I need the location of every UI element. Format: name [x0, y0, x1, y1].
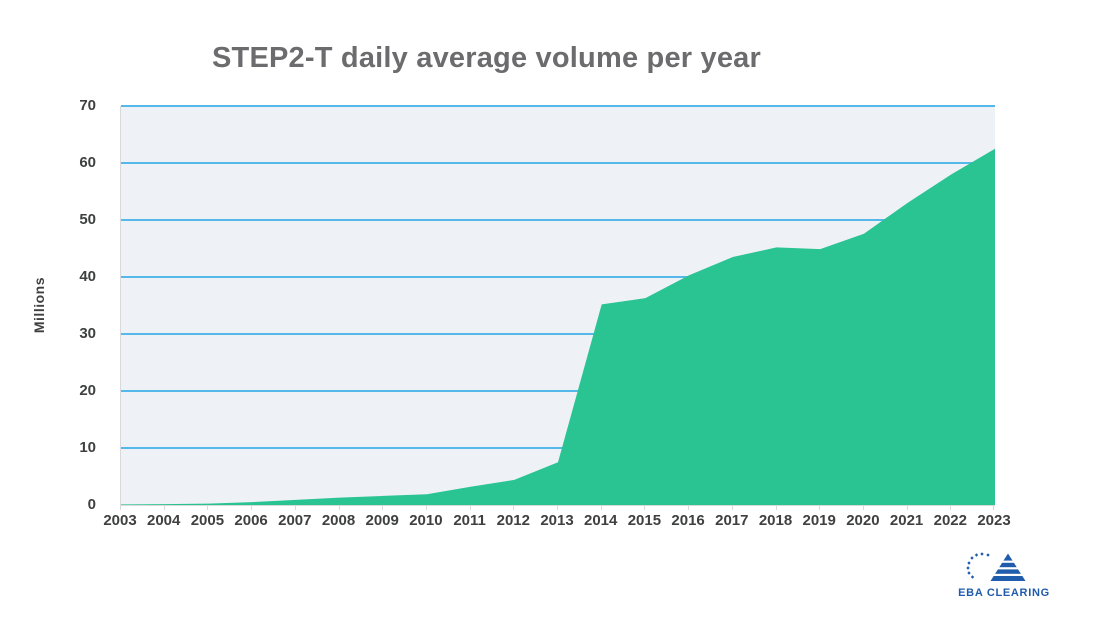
- x-tick-mark-2020: [862, 506, 864, 510]
- y-tick-label-10: 10: [79, 439, 96, 456]
- x-tick-label-2015: 2015: [627, 512, 662, 529]
- x-tick-mark-2022: [950, 506, 952, 510]
- x-tick-mark-2004: [163, 506, 165, 510]
- y-tick-label-60: 60: [79, 154, 96, 171]
- x-tick-mark-2009: [382, 506, 384, 510]
- x-tick-mark-2019: [819, 506, 821, 510]
- y-axis-tick-labels: 0 10 20 30 40 50 60 70: [0, 97, 96, 513]
- x-tick-label-2012: 2012: [496, 512, 530, 529]
- x-tick-mark-2015: [644, 506, 646, 510]
- y-tick-label-40: 40: [79, 268, 96, 285]
- gridline-60: [121, 162, 995, 164]
- y-tick-label-30: 30: [79, 325, 96, 342]
- x-tick-mark-2006: [251, 506, 253, 510]
- x-tick-label-2023: 2023: [977, 512, 1011, 529]
- x-tick-mark-2018: [775, 506, 777, 510]
- x-tick-label-2008: 2008: [321, 512, 356, 529]
- x-tick-label-2004: 2004: [147, 512, 181, 529]
- x-tick-label-2009: 2009: [365, 512, 399, 529]
- x-tick-label-2013: 2013: [540, 512, 574, 529]
- x-tick-mark-2023: [993, 506, 994, 510]
- x-tick-mark-2005: [207, 506, 209, 510]
- x-tick-label-2022: 2022: [933, 512, 967, 529]
- x-tick-label-2010: 2010: [409, 512, 443, 529]
- gridline-20: [121, 390, 995, 392]
- y-tick-label-70: 70: [79, 97, 96, 114]
- x-tick-mark-2021: [906, 506, 908, 510]
- x-tick-label-2014: 2014: [584, 512, 618, 529]
- x-tick-label-2003: 2003: [103, 512, 137, 529]
- x-tick-mark-2013: [557, 506, 558, 510]
- x-tick-mark-2014: [600, 506, 602, 510]
- x-tick-label-2011: 2011: [453, 512, 486, 529]
- gridline-10: [121, 447, 995, 449]
- x-tick-mark-2007: [294, 506, 296, 510]
- y-tick-label-50: 50: [79, 211, 96, 228]
- y-tick-label-20: 20: [79, 382, 96, 399]
- x-axis-tick-marks: [120, 505, 994, 511]
- area-series: [121, 148, 995, 505]
- eba-pyramid-icon: [966, 552, 1030, 581]
- area-chart: [121, 148, 995, 505]
- x-tick-label-2019: 2019: [802, 512, 836, 529]
- x-tick-label-2006: 2006: [234, 512, 268, 529]
- eba-clearing-logo: EBA CLEARING: [952, 551, 1056, 599]
- plot-area: [120, 105, 995, 506]
- x-tick-mark-2008: [338, 506, 340, 510]
- x-tick-mark-2011: [469, 506, 471, 510]
- x-tick-mark-2012: [513, 506, 515, 510]
- x-tick-label-2017: 2017: [715, 512, 749, 529]
- chart-title: STEP2-T daily average volume per year: [212, 42, 761, 74]
- x-tick-mark-2017: [731, 506, 733, 510]
- gridline-70: [121, 105, 995, 107]
- x-tick-label-2005: 2005: [190, 512, 225, 529]
- gridline-40: [121, 276, 995, 278]
- x-tick-label-2018: 2018: [758, 512, 793, 529]
- x-tick-label-2020: 2020: [846, 512, 880, 529]
- x-tick-mark-2016: [688, 506, 690, 510]
- x-tick-label-2007: 2007: [278, 512, 312, 529]
- x-tick-mark-2003: [120, 506, 121, 510]
- y-tick-label-0: 0: [87, 496, 96, 513]
- gridline-30: [121, 333, 995, 335]
- x-tick-label-2021: 2021: [889, 512, 924, 529]
- gridline-50: [121, 219, 995, 221]
- x-tick-label-2016: 2016: [671, 512, 705, 529]
- x-axis-tick-labels: 2003 2004 2005 2006 2007 2008 2009 2010 2011 2012…: [103, 512, 1010, 532]
- logo-text: EBA CLEARING: [958, 587, 1050, 599]
- x-tick-mark-2010: [425, 506, 427, 510]
